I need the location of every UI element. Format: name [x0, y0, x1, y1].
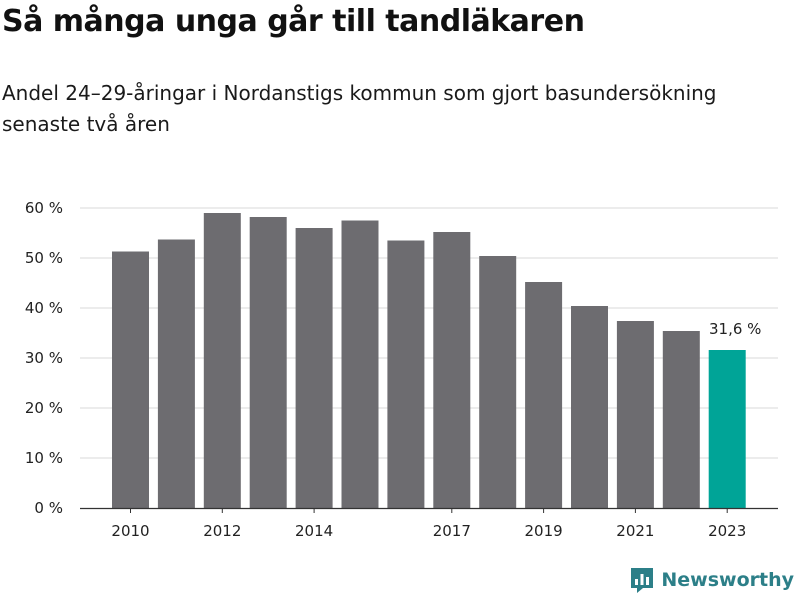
newsworthy-brand: Newsworthy	[629, 566, 794, 594]
bar-2010	[112, 251, 149, 508]
y-tick-label: 10 %	[25, 449, 63, 467]
y-tick-label: 30 %	[25, 349, 63, 367]
newsworthy-logo-icon	[631, 568, 654, 593]
bar-2014	[295, 228, 333, 508]
bar-2012	[203, 213, 241, 508]
gridlines	[80, 207, 778, 459]
x-axis-labels: 2010 2012 2014 2017 2019 2021 2023	[111, 508, 746, 540]
bar-2022	[662, 331, 700, 508]
bar-2016	[387, 240, 425, 508]
y-tick-label: 40 %	[25, 299, 63, 317]
x-tick-label: 2023	[708, 522, 746, 540]
bar-2011	[157, 239, 195, 508]
bar-2019	[525, 282, 563, 508]
x-tick-label: 2017	[433, 522, 471, 540]
y-tick-label: 20 %	[25, 399, 63, 417]
x-tick-label: 2014	[295, 522, 333, 540]
chart-title: Så många unga går till tandläkaren	[2, 4, 585, 39]
bars	[112, 213, 746, 508]
bar-2023	[708, 350, 746, 508]
x-tick-label: 2021	[616, 522, 654, 540]
x-tick-label: 2012	[203, 522, 241, 540]
y-axis-labels: 0 % 10 % 20 % 30 % 40 % 50 % 60 %	[25, 199, 63, 517]
x-tick-label: 2010	[111, 522, 149, 540]
bar-2017	[433, 232, 471, 508]
bar-2018	[479, 256, 517, 508]
y-tick-label: 0 %	[34, 499, 63, 517]
annotations: 31,6 %	[707, 318, 763, 340]
bar-2015	[341, 220, 379, 508]
bar-2020	[571, 306, 608, 508]
y-tick-label: 50 %	[25, 249, 63, 267]
chart-subtitle: Andel 24–29-åringar i Nordanstigs kommun…	[2, 81, 717, 136]
x-tick-label: 2019	[525, 522, 563, 540]
bar-2013	[249, 217, 287, 508]
y-tick-label: 60 %	[25, 199, 63, 217]
bar-2021	[616, 321, 654, 508]
brand-name: Newsworthy	[661, 569, 794, 591]
value-label-highlight: 31,6 %	[709, 320, 761, 338]
